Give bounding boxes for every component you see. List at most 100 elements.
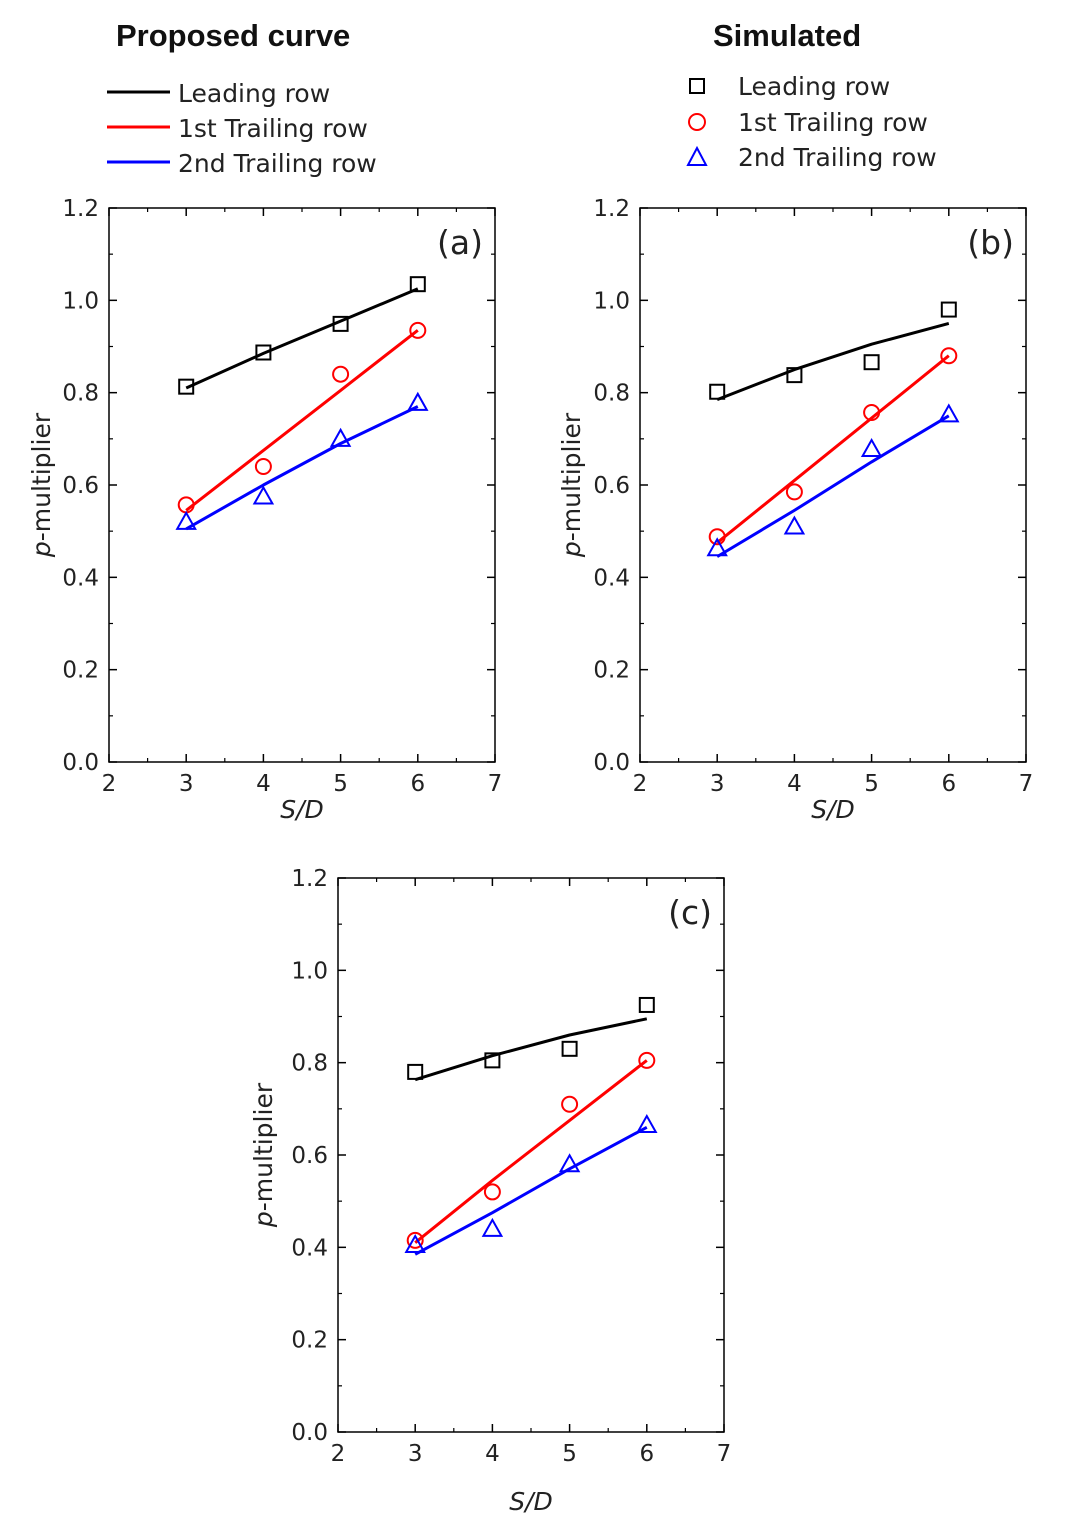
y-tick-label: 0.0	[62, 750, 99, 776]
x-tick-label: 7	[488, 771, 503, 797]
y-tick-label: 0.0	[593, 750, 630, 776]
y-tick-label: 1.0	[62, 288, 99, 314]
x-tick-label: 2	[102, 771, 117, 797]
leading-simulated-point	[638, 996, 655, 1013]
trailing1-simulated-point	[940, 347, 958, 365]
y-tick-label: 0.2	[593, 658, 630, 684]
legend-trailing2-label: 2nd Trailing row	[178, 149, 377, 178]
leading-simulated-point	[786, 367, 803, 384]
x-tick-label: 5	[333, 771, 348, 797]
trailing2-simulated-point	[860, 437, 883, 457]
trailing1-simulated-point	[332, 365, 350, 383]
y-tick-label: 0.0	[291, 1420, 328, 1446]
y-tick-label: 1.2	[593, 196, 630, 222]
trailing1-simulated-point	[483, 1183, 501, 1201]
panel-label: (a)	[437, 223, 483, 262]
leading-simulated-point	[863, 354, 880, 371]
x-axis-label: S/D	[280, 795, 324, 824]
leading-proposed-curve	[716, 321, 950, 401]
y-axis-label: p-multiplier	[557, 412, 586, 558]
y-tick-label: 0.8	[593, 381, 630, 407]
legend-sim-trailing1-label: 1st Trailing row	[738, 108, 928, 137]
leading-simulated-point	[332, 315, 349, 332]
trailing2-proposed-curve	[716, 414, 950, 558]
x-tick-label: 7	[717, 1441, 732, 1467]
trailing1-simulated-point	[561, 1095, 579, 1113]
leading-simulated-point	[255, 344, 272, 361]
y-tick-label: 0.2	[62, 658, 99, 684]
leading-simulated-point	[407, 1063, 424, 1080]
y-tick-label: 0.2	[291, 1328, 328, 1354]
y-axis-label-rest: -multiplier	[249, 1082, 278, 1211]
trailing2-simulated-point	[481, 1217, 504, 1237]
trailing1-simulated-point	[638, 1051, 656, 1069]
y-tick-label: 1.0	[291, 958, 328, 984]
legend-trailing1-marker	[688, 113, 706, 131]
trailing1-simulated-point	[785, 483, 803, 501]
y-tick-label: 0.4	[62, 565, 99, 591]
panel-c: 2 3 4 5 6 7 0.0 0.2 0.4 0.6 0.8 1.0 1.2 S/D p-multipli…	[249, 866, 731, 1516]
legend-sim-trailing2-label: 2nd Trailing row	[738, 143, 937, 172]
legend-trailing1-label: 1st Trailing row	[178, 114, 368, 143]
trailing1-simulated-point	[708, 528, 726, 546]
plot-frame	[337, 877, 725, 1433]
legend-leading-label: Leading row	[178, 79, 330, 108]
y-tick-label: 0.6	[291, 1143, 328, 1169]
x-tick-label: 4	[256, 771, 271, 797]
trailing2-simulated-point	[404, 1233, 426, 1254]
y-tick-label: 0.6	[62, 473, 99, 499]
x-tick-label: 2	[633, 771, 648, 797]
x-tick-label: 5	[864, 771, 879, 797]
legend-simulated-title: Simulated	[713, 18, 861, 53]
y-axis-label: p-multiplier	[27, 412, 56, 558]
y-axis-label-rest: -multiplier	[557, 412, 586, 541]
legend-simulated: Simulated Leading row 1st Trailing row 2…	[686, 18, 937, 172]
y-tick-label: 0.6	[593, 473, 630, 499]
leading-proposed-curve	[185, 287, 419, 390]
trailing1-simulated-point	[863, 404, 881, 422]
y-axis-label-rest: -multiplier	[27, 412, 56, 541]
y-tick-label: 1.2	[62, 196, 99, 222]
trailing2-proposed-curve	[185, 405, 419, 531]
legend-trailing2-marker	[686, 145, 708, 166]
leading-simulated-point	[561, 1040, 578, 1057]
trailing1-simulated-point	[409, 321, 427, 339]
x-tick-label: 4	[787, 771, 802, 797]
trailing2-simulated-point	[706, 537, 728, 557]
leading-simulated-point	[940, 301, 957, 318]
y-tick-label: 0.4	[291, 1235, 328, 1261]
trailing2-simulated-point	[783, 515, 806, 535]
leading-simulated-point	[484, 1052, 501, 1069]
x-tick-label: 3	[408, 1441, 423, 1467]
leading-proposed-curve	[414, 1017, 648, 1082]
trailing1-proposed-curve	[414, 1059, 648, 1244]
trailing2-proposed-curve	[414, 1125, 648, 1256]
y-axis-label-italic: p	[557, 541, 586, 558]
trailing2-simulated-point	[175, 510, 197, 530]
x-tick-label: 2	[331, 1441, 346, 1467]
trailing2-simulated-point	[938, 403, 960, 423]
trailing2-simulated-point	[636, 1113, 658, 1133]
trailing1-proposed-curve	[185, 329, 419, 512]
y-axis-label-italic: p	[27, 541, 56, 558]
y-tick-label: 0.8	[62, 381, 99, 407]
panel-b: 2 3 4 5 6 7 0.0 0.2 0.4 0.6 0.8 1.0 1.2 S/D p-multipli…	[557, 196, 1033, 824]
legend-proposed-title: Proposed curve	[116, 18, 350, 53]
x-tick-label: 6	[639, 1441, 654, 1467]
x-axis-label: S/D	[509, 1487, 553, 1516]
panel-label: (b)	[967, 223, 1014, 262]
leading-simulated-point	[178, 378, 195, 395]
y-tick-label: 0.4	[593, 565, 630, 591]
panel-label: (c)	[668, 893, 712, 932]
trailing2-simulated-point	[558, 1153, 581, 1173]
leading-simulated-point	[409, 276, 426, 293]
y-axis-label: p-multiplier	[249, 1082, 278, 1228]
x-tick-label: 6	[941, 771, 956, 797]
x-tick-label: 3	[710, 771, 725, 797]
legend-sim-leading-label: Leading row	[738, 72, 890, 101]
legend-proposed: Proposed curve Leading row 1st Trailing …	[107, 18, 377, 178]
x-axis-label: S/D	[811, 795, 855, 824]
trailing1-simulated-point	[254, 458, 272, 476]
plot-frame	[108, 207, 496, 763]
